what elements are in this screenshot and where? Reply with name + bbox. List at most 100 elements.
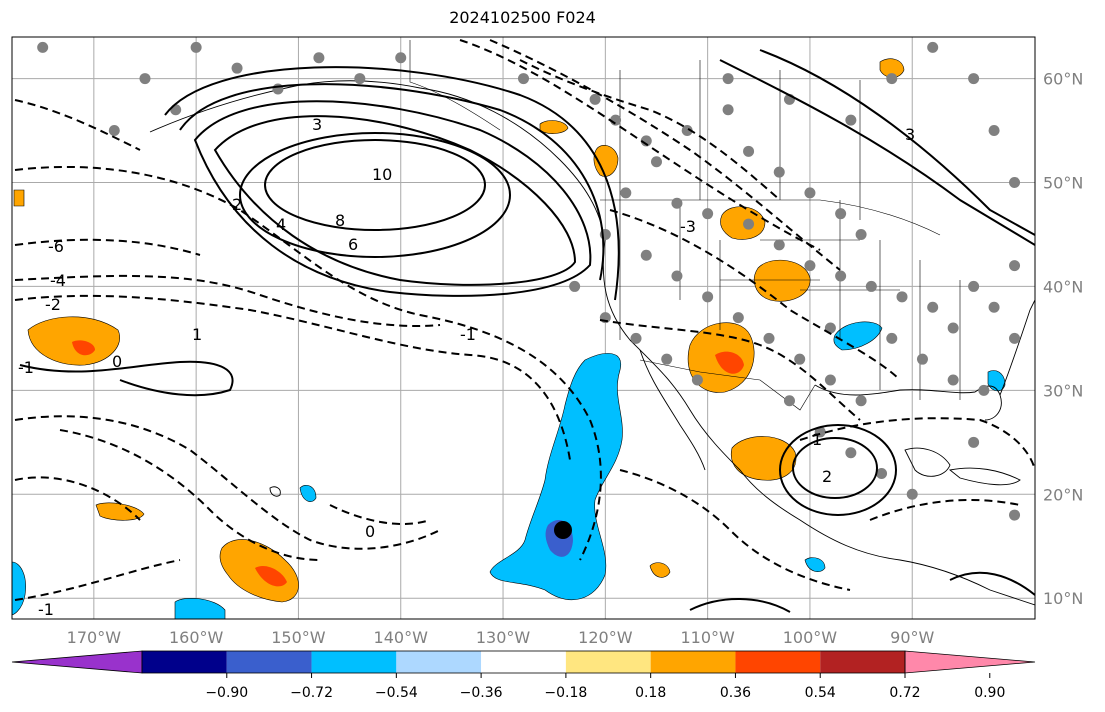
station-dot — [804, 187, 816, 199]
colorbar-ticks: −0.90 −0.72 −0.54 −0.36 −0.18 0.18 0.36 0.54 0.7… — [205, 673, 1005, 701]
colorbar-tick-label: −0.18 — [544, 685, 587, 701]
station-dot — [1009, 332, 1021, 344]
contour-neg-2-far-west — [14, 476, 141, 521]
contour-neg-0-pacific-south — [59, 429, 321, 561]
station-dot — [231, 62, 243, 74]
station-dot — [732, 312, 744, 324]
station-dot — [640, 249, 652, 261]
lat-tick-label: 30°N — [1043, 381, 1083, 400]
contour-neg-1-interior — [609, 209, 901, 381]
positive-region — [649, 562, 671, 578]
us-canada-border — [600, 199, 941, 236]
station-dot — [968, 436, 980, 448]
negative-region — [804, 557, 826, 573]
lat-tick-label: 10°N — [1043, 589, 1083, 608]
lon-tick-label: 170°W — [67, 628, 122, 647]
station-dot — [855, 395, 867, 407]
latitude-labels: 60°N 50°N 40°N 30°N 20°N 10°N — [1043, 70, 1083, 609]
contour-neg-0-mid — [329, 504, 431, 526]
us-east-coast — [999, 299, 1035, 396]
station-dot — [671, 197, 683, 209]
baja-peninsula — [639, 349, 706, 471]
contour-4 — [193, 100, 592, 297]
station-dot — [170, 104, 182, 116]
station-dot — [691, 374, 703, 386]
positive-region — [13, 189, 25, 207]
colorbar-tick-label: −0.90 — [205, 685, 248, 701]
contour-label: 3 — [312, 115, 322, 134]
contour-1-tropics — [779, 424, 897, 516]
station-dot — [702, 291, 714, 303]
contour-jet-east — [719, 59, 1035, 246]
strong-positive-region — [72, 340, 95, 356]
contour-neg-4 — [14, 274, 441, 327]
positive-region — [593, 145, 619, 177]
positive-region — [539, 120, 569, 134]
strong-positive-region — [255, 565, 287, 587]
station-dot — [947, 374, 959, 386]
us-mexico-border — [639, 359, 816, 411]
gulf-coast — [814, 384, 1002, 421]
station-dot — [681, 125, 693, 137]
station-dot — [886, 332, 898, 344]
colorbar-tick-label: 0.18 — [635, 685, 666, 701]
colorbar-tick-label: 0.36 — [720, 685, 751, 701]
colorbar-tick-label: −0.72 — [290, 685, 333, 701]
province-lines — [619, 60, 861, 220]
contour-neg-1 — [14, 165, 602, 561]
positive-region — [730, 436, 797, 481]
lon-tick-label: 150°W — [271, 628, 326, 647]
station-dot — [773, 166, 785, 178]
colorbar-segment — [735, 651, 821, 673]
colorbar-segment — [226, 651, 312, 673]
colorbar-segment — [142, 651, 227, 673]
negative-region — [987, 370, 1006, 392]
station-dot — [313, 52, 325, 64]
station-dot — [896, 291, 908, 303]
station-dot — [620, 187, 632, 199]
station-dot — [599, 228, 611, 240]
contour-label: 6 — [348, 235, 358, 254]
station-dot — [876, 468, 888, 479]
contour-label: 10 — [372, 165, 392, 184]
station-dot — [906, 488, 918, 500]
positive-region — [27, 316, 120, 366]
cuba — [948, 467, 1021, 486]
lon-tick-label: 160°W — [169, 628, 224, 647]
colorbar-outline — [141, 650, 906, 674]
station-dot — [272, 83, 284, 95]
lon-tick-label: 110°W — [680, 628, 735, 647]
negative-region — [174, 597, 226, 619]
contour-neg-3-north — [14, 99, 141, 151]
colorbar-segment — [820, 651, 905, 673]
contour-label: 4 — [276, 215, 286, 234]
contour-label: -2 — [45, 295, 61, 314]
lon-tick-label: 120°W — [578, 628, 633, 647]
station-dot — [804, 260, 816, 272]
station-dot — [968, 280, 980, 292]
lat-tick-label: 50°N — [1043, 174, 1083, 193]
map-title: 2024102500 F024 — [449, 8, 596, 27]
colorbar-over-triangle — [904, 650, 1036, 674]
contour-label-group: 10 8 6 4 3 2 1 0 -1 -2 -3 -4 -6 0 -1 1 2… — [18, 115, 915, 619]
lat-tick-label: 60°N — [1043, 70, 1083, 89]
colorbar-segment — [565, 651, 651, 673]
contour-0-central-pacific — [19, 360, 234, 397]
contour-6 — [213, 115, 577, 286]
station-dot — [865, 280, 877, 292]
contour-neg-2 — [14, 294, 571, 461]
station-dot — [671, 270, 683, 282]
station-dot — [988, 301, 1000, 313]
solid-contours — [19, 49, 1035, 613]
positive-region — [720, 206, 766, 240]
black-dot-marker — [554, 521, 572, 539]
shaded-regions — [12, 58, 1006, 619]
contour-label: -4 — [50, 271, 66, 290]
station-dot — [108, 125, 120, 137]
colorbar — [11, 650, 1036, 674]
contour-10 — [264, 139, 486, 231]
station-dot — [927, 301, 939, 313]
contour-label: -6 — [48, 237, 64, 256]
contour-neg-southeast — [869, 499, 1021, 521]
